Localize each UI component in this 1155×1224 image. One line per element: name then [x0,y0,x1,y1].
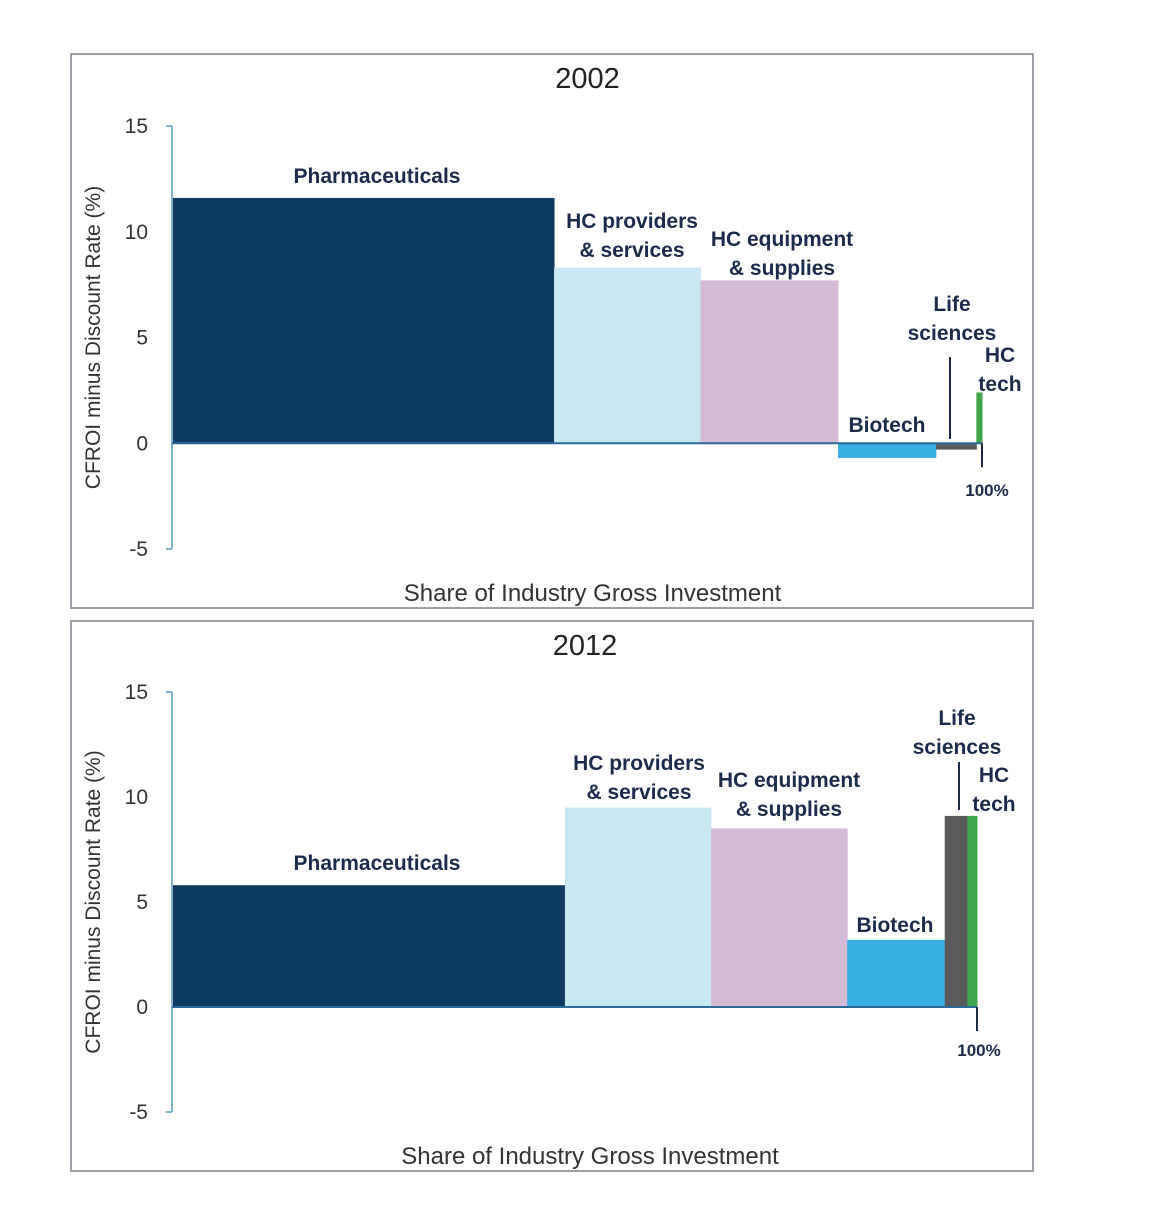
c0-y-tick-2: 5 [136,327,148,350]
chart-panel-2002: 2002 15 10 5 0 -5 CFROI minus Discount Rate (%… [70,53,1034,609]
c0-y-axis-label: CFROI minus Discount Rate (%) [82,186,105,489]
c0-chart-title: 2002 [555,63,620,95]
c1-bar-hc-equipment-supplies [710,828,848,1007]
c1-bar-biotech [847,939,946,1007]
c0-bar-pharmaceuticals [173,197,555,444]
c1-bar-life-sciences [944,815,968,1007]
c0-label-life-sciences: Life sciences [908,293,997,345]
c0-x-axis-label: Share of Industry Gross Investment [404,580,782,607]
chart-panel-2012: 2012 15 10 5 0 -5 CFROI minus Discount Rate (%… [70,620,1034,1172]
c0-label-hc-tech: HC tech [978,344,1021,396]
c0-y-tick-4: -5 [129,538,148,561]
c1-label-hc-tech-line-0: HC [979,764,1009,787]
c0-y-tick-0: 15 [125,115,148,138]
c1-label-hc-providers-services: HC providers & services [573,752,705,804]
c1-end-label: 100% [957,1041,1000,1060]
c1-label-life-sciences-line-0: Life [938,707,975,730]
c1-label-biotech-line-0: Biotech [856,914,933,937]
c1-label-hc-tech-line-1: tech [972,793,1015,816]
c1-chart-title: 2012 [553,630,618,662]
c0-end-label: 100% [965,481,1008,500]
c1-y-tick-3: 0 [136,996,148,1019]
c0-label-pharmaceuticals-line-0: Pharmaceuticals [294,165,461,188]
chart-2012: 2012 15 10 5 0 -5 CFROI minus Discount Rate (%… [82,630,1016,1170]
c1-label-hc-equipment-supplies-line-1: & supplies [736,798,842,821]
chart-2002: 2002 15 10 5 0 -5 CFROI minus Discount Rate (%… [82,63,1022,607]
c1-label-life-sciences: Life sciences [913,707,1002,759]
c0-label-life-sciences-line-1: sciences [908,322,997,345]
c1-bar-hc-providers-services [564,807,712,1007]
c0-label-hc-equipment-supplies: HC equipment & supplies [711,228,853,280]
c1-label-pharmaceuticals-line-0: Pharmaceuticals [294,852,461,875]
c1-label-hc-equipment-supplies-line-0: HC equipment [718,769,860,792]
c0-label-hc-equipment-supplies-line-0: HC equipment [711,228,853,251]
c0-label-hc-providers-services-line-0: HC providers [566,210,698,233]
c0-label-hc-equipment-supplies-line-1: & supplies [729,257,835,280]
c1-label-biotech: Biotech [856,914,933,937]
c1-y-tick-4: -5 [129,1101,148,1124]
c0-y-tick-1: 10 [125,221,148,244]
c0-bar-hc-equipment-supplies [700,280,839,444]
c0-bar-biotech [837,443,937,459]
c1-label-hc-equipment-supplies: HC equipment & supplies [718,769,860,821]
c0-label-hc-tech-line-0: HC [985,344,1015,367]
c1-bar-pharmaceuticals [173,885,566,1007]
c1-label-pharmaceuticals: Pharmaceuticals [294,852,461,875]
c0-y-tick-3: 0 [136,432,148,455]
c1-x-axis-label: Share of Industry Gross Investment [401,1143,779,1170]
c0-label-hc-tech-line-1: tech [978,373,1021,396]
c1-label-life-sciences-line-1: sciences [913,736,1002,759]
c0-label-pharmaceuticals: Pharmaceuticals [294,165,461,188]
c0-label-hc-providers-services-line-1: & services [579,239,684,262]
c0-bar-hc-providers-services [554,267,701,444]
c1-label-hc-providers-services-line-1: & services [586,781,691,804]
c0-bar-life-sciences [935,443,977,450]
c1-y-tick-1: 10 [125,786,148,809]
c0-label-life-sciences-line-0: Life [933,293,970,316]
c0-bar-hc-tech [976,392,983,444]
c1-bar-hc-tech [967,815,978,1007]
c1-label-hc-tech: HC tech [972,764,1015,816]
c0-label-hc-providers-services: HC providers & services [566,210,698,262]
c1-y-tick-0: 15 [125,681,148,704]
c1-y-axis-label: CFROI minus Discount Rate (%) [82,750,105,1053]
c0-label-biotech: Biotech [848,414,925,437]
c0-label-biotech-line-0: Biotech [848,414,925,437]
c1-y-tick-2: 5 [136,891,148,914]
c1-label-hc-providers-services-line-0: HC providers [573,752,705,775]
